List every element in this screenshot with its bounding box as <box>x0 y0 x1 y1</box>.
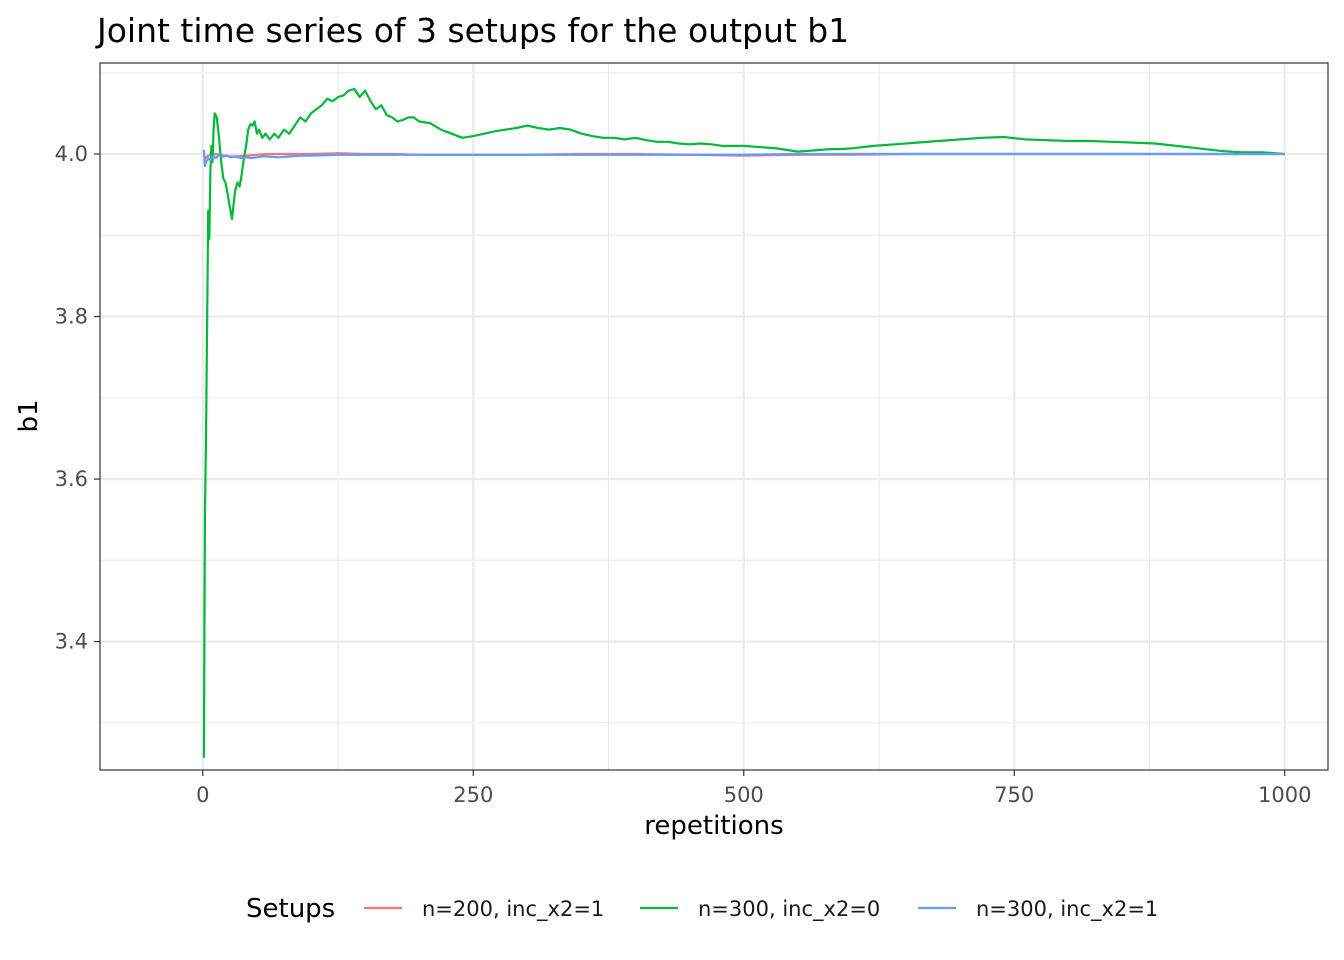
x-tick-label: 750 <box>994 783 1034 807</box>
x-tick-label: 1000 <box>1258 783 1311 807</box>
y-axis-ticks: 3.4 3.6 3.8 4.0 <box>55 142 100 654</box>
y-tick-label: 3.8 <box>55 305 88 329</box>
x-tick-label: 0 <box>196 783 209 807</box>
y-axis-title: b1 <box>14 399 44 432</box>
legend-label: n=200, inc_x2=1 <box>422 897 604 922</box>
panel-border <box>99 62 1329 771</box>
x-axis-title: repetitions <box>644 811 783 841</box>
x-tick-label: 500 <box>724 783 764 807</box>
x-tick-label: 250 <box>453 783 493 807</box>
series-line <box>202 87 1285 758</box>
y-tick-label: 4.0 <box>55 142 88 166</box>
y-tick-label: 3.6 <box>55 467 88 491</box>
minor-gridlines <box>100 63 1328 770</box>
chart-title: Joint time series of 3 setups for the ou… <box>95 11 849 50</box>
series-lines <box>202 87 1285 758</box>
y-tick-label: 3.4 <box>55 630 88 654</box>
x-axis-ticks: 0 250 500 750 1000 <box>196 770 1311 807</box>
legend-items: n=200, inc_x2=1 n=300, inc_x2=0 n=300, inc… <box>364 897 1158 922</box>
legend-label: n=300, inc_x2=1 <box>976 897 1158 922</box>
legend: Setups n=200, inc_x2=1 n=300, inc_x2=0 n=3… <box>246 894 1158 924</box>
series-line <box>202 149 1285 168</box>
legend-title: Setups <box>246 894 335 924</box>
legend-label: n=300, inc_x2=0 <box>698 897 880 922</box>
